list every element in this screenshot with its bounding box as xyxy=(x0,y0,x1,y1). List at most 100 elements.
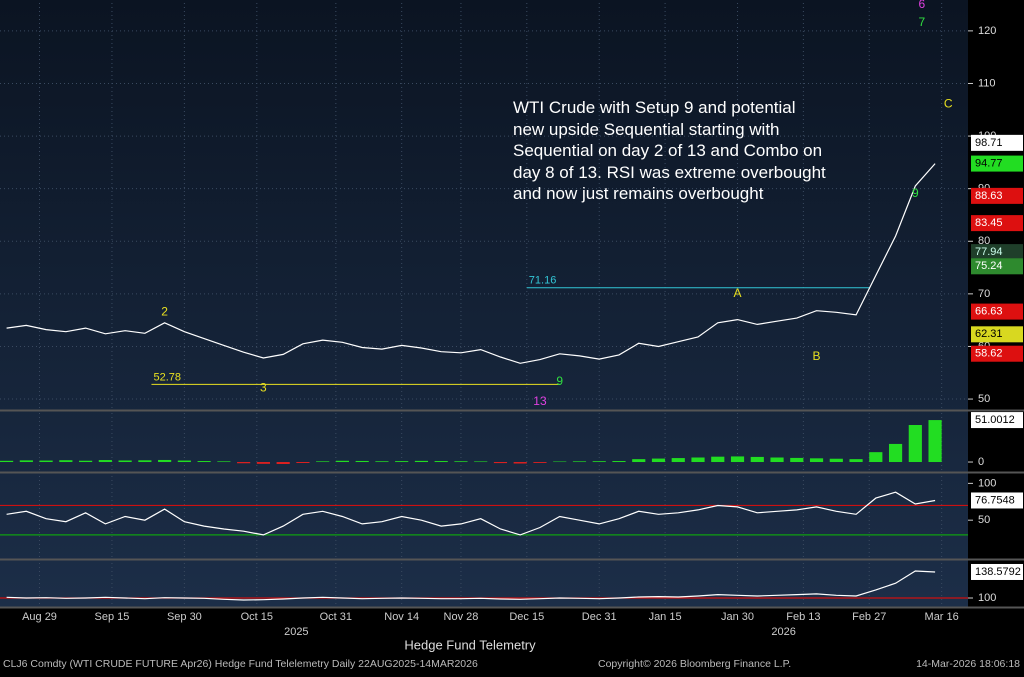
y-tick-label: 50 xyxy=(978,393,990,405)
bar xyxy=(790,458,803,462)
year-label: 2025 xyxy=(284,626,308,638)
bar xyxy=(178,461,191,462)
bar xyxy=(849,459,862,462)
bar xyxy=(454,461,467,462)
bar xyxy=(672,458,685,462)
bar xyxy=(158,460,171,462)
td-count: B xyxy=(813,349,821,363)
bar xyxy=(395,461,408,462)
bar xyxy=(237,462,250,463)
bar xyxy=(494,462,507,463)
bar xyxy=(474,461,487,462)
bar xyxy=(79,461,92,462)
bar xyxy=(573,461,586,462)
bar xyxy=(99,460,112,462)
bar xyxy=(296,462,309,463)
bar xyxy=(415,461,428,462)
level-label: 52.78 xyxy=(153,371,181,383)
td-count: 3 xyxy=(260,381,267,395)
bar xyxy=(533,462,546,463)
y-tick-label: 110 xyxy=(978,77,996,89)
x-tick-label: Dec 15 xyxy=(509,611,544,623)
td-count: 6 xyxy=(919,0,926,11)
x-tick-label: Sep 30 xyxy=(167,611,202,623)
bar xyxy=(356,461,369,462)
y-tick-label: 120 xyxy=(978,25,996,37)
td-count: 7 xyxy=(919,15,926,29)
y-tick-label: 100 xyxy=(978,477,996,489)
bar xyxy=(770,457,783,462)
x-tick-label: Oct 31 xyxy=(320,611,352,623)
price-tag-label: 77.94 xyxy=(975,246,1003,258)
td-count: 9 xyxy=(556,374,563,388)
x-tick-label: Feb 27 xyxy=(852,611,886,623)
bar xyxy=(711,457,724,462)
td-count: C xyxy=(944,97,953,111)
x-tick-label: Mar 16 xyxy=(925,611,959,623)
last-value-label: 138.5792 xyxy=(975,566,1021,578)
x-tick-label: Oct 15 xyxy=(241,611,273,623)
price-tag-label: 58.62 xyxy=(975,348,1003,360)
y-tick-label: 50 xyxy=(978,514,990,526)
bar xyxy=(731,456,744,462)
bar xyxy=(119,460,132,462)
price-tag-label: 88.63 xyxy=(975,190,1003,202)
bar xyxy=(375,461,388,462)
bar xyxy=(138,460,151,462)
annotation: WTI Crude with Setup 9 and potential new… xyxy=(513,97,828,205)
td-count: 9 xyxy=(912,186,919,200)
bar xyxy=(889,444,902,462)
bar xyxy=(869,452,882,462)
bar xyxy=(909,425,922,462)
footer-right: 14-Mar-2026 18:06:18 xyxy=(916,658,1020,670)
bar xyxy=(514,462,527,463)
bar xyxy=(435,461,448,462)
x-tick-label: Nov 14 xyxy=(384,611,419,623)
bar xyxy=(336,461,349,462)
bar xyxy=(198,461,211,462)
bar xyxy=(810,458,823,462)
price-tag-label: 62.31 xyxy=(975,328,1003,340)
y-tick-label: 0 xyxy=(978,456,984,468)
price-tag-label: 94.77 xyxy=(975,157,1003,169)
bar xyxy=(612,461,625,462)
y-tick-label: 100 xyxy=(978,592,996,604)
price-tag-label: 83.45 xyxy=(975,217,1003,229)
td-count: A xyxy=(734,286,742,300)
bar xyxy=(652,459,665,462)
bar xyxy=(40,461,53,462)
level-label: 71.16 xyxy=(529,275,557,287)
year-label: 2026 xyxy=(771,626,795,638)
footer-title: Hedge Fund Telemetry xyxy=(404,637,536,652)
footer-middle: Copyright© 2026 Bloomberg Finance L.P. xyxy=(598,658,791,670)
y-tick-label: 70 xyxy=(978,288,990,300)
x-tick-label: Aug 29 xyxy=(22,611,57,623)
bar xyxy=(217,461,230,462)
x-tick-label: Feb 13 xyxy=(786,611,820,623)
plot-bg xyxy=(0,0,968,608)
bar xyxy=(691,457,704,462)
x-tick-label: Nov 28 xyxy=(444,611,479,623)
bar xyxy=(0,461,13,462)
td-count: 2 xyxy=(161,304,168,318)
bar xyxy=(257,462,270,464)
last-value-label: 76.7548 xyxy=(975,494,1015,506)
price-tag-label: 98.71 xyxy=(975,137,1003,149)
footer-left: CLJ6 Comdty (WTI CRUDE FUTURE Apr26) Hed… xyxy=(3,658,478,670)
bar xyxy=(593,461,606,462)
bar xyxy=(316,461,329,462)
x-tick-label: Jan 30 xyxy=(721,611,754,623)
price-tag-label: 75.24 xyxy=(975,260,1003,272)
x-tick-label: Dec 31 xyxy=(582,611,617,623)
x-tick-label: Sep 15 xyxy=(95,611,130,623)
x-tick-label: Jan 15 xyxy=(649,611,682,623)
price-tag-label: 66.63 xyxy=(975,305,1003,317)
bar xyxy=(928,420,941,462)
bar xyxy=(830,459,843,462)
last-value-label: 51.0012 xyxy=(975,414,1015,426)
bar xyxy=(20,460,33,462)
bar xyxy=(632,459,645,462)
bar xyxy=(59,460,72,462)
